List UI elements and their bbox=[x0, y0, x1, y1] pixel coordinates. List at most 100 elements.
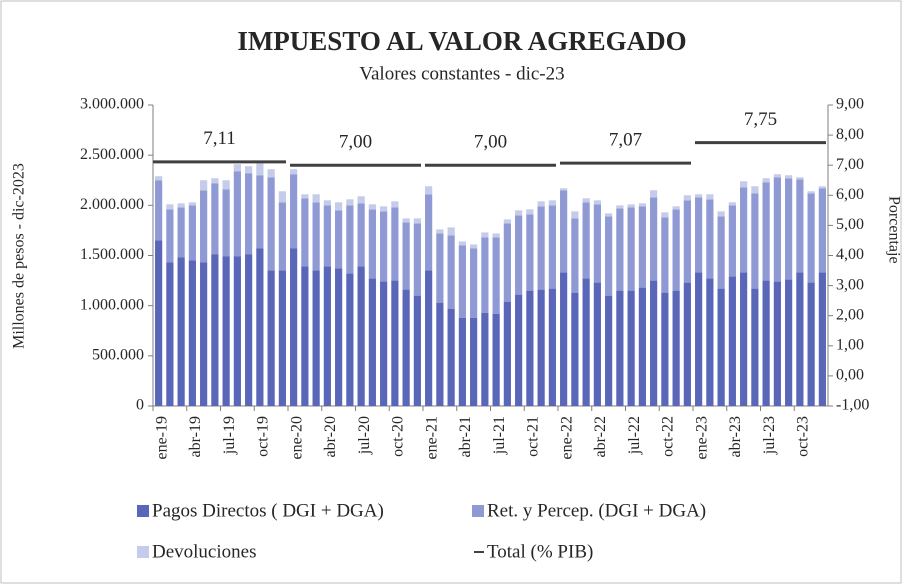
bar-segment bbox=[166, 262, 174, 406]
bar-segment bbox=[785, 279, 793, 406]
bar-segment bbox=[582, 198, 590, 203]
y2-tick-label: 7,00 bbox=[836, 156, 864, 173]
bar-segment bbox=[548, 205, 556, 289]
bar-segment bbox=[650, 197, 658, 281]
bar-segment bbox=[796, 179, 804, 273]
bar-segment bbox=[515, 210, 523, 216]
bar-segment bbox=[616, 205, 624, 209]
bar-segment bbox=[751, 193, 759, 289]
bar-segment bbox=[335, 268, 343, 406]
y2-tick-label: 9,00 bbox=[836, 96, 864, 113]
bar-segment bbox=[638, 287, 646, 406]
bar-segment bbox=[683, 195, 691, 201]
bar-segment bbox=[391, 201, 399, 208]
bar-segment bbox=[638, 206, 646, 288]
x-tick-label: abr-23 bbox=[727, 416, 744, 457]
bar-segment bbox=[818, 188, 826, 273]
bar-segment bbox=[672, 290, 680, 406]
y-tick-label: 1.000.000 bbox=[80, 296, 144, 313]
bar-segment bbox=[571, 292, 579, 406]
bar-segment bbox=[560, 190, 568, 273]
bar-segment bbox=[751, 186, 759, 194]
bar-segment bbox=[481, 312, 489, 406]
bar-segment bbox=[458, 245, 466, 318]
bar-segment bbox=[436, 233, 444, 303]
bar-segment bbox=[245, 254, 253, 406]
bar-segment bbox=[616, 208, 624, 291]
bar-segment bbox=[537, 201, 545, 207]
x-tick-label: oct-23 bbox=[795, 416, 812, 457]
bar-segment bbox=[796, 272, 804, 406]
bar-segment bbox=[256, 248, 264, 406]
bar-segment bbox=[515, 215, 523, 295]
bar-segment bbox=[661, 217, 669, 293]
y2-tick-label: 8,00 bbox=[836, 126, 864, 143]
bar-segment bbox=[661, 292, 669, 406]
bar-segment bbox=[278, 191, 286, 203]
data-label: 7,00 bbox=[339, 132, 372, 153]
bar-segment bbox=[706, 199, 714, 279]
y2-tick-label: 6,00 bbox=[836, 186, 864, 203]
legend-swatch bbox=[472, 505, 484, 517]
bar-segment bbox=[762, 182, 770, 281]
bar-segment bbox=[346, 273, 354, 406]
y-tick-label: 2.500.000 bbox=[80, 146, 144, 163]
bar-segment bbox=[245, 166, 253, 174]
bar-segment bbox=[571, 218, 579, 293]
data-label: 7,11 bbox=[203, 128, 236, 149]
bar-segment bbox=[605, 216, 613, 296]
bar-segment bbox=[773, 177, 781, 282]
y-tick-label: 2.000.000 bbox=[80, 196, 144, 213]
bar-segment bbox=[188, 260, 196, 406]
chart-subtitle: Valores constantes - dic-23 bbox=[359, 63, 564, 84]
bar-segment bbox=[650, 190, 658, 198]
bar-segment bbox=[177, 203, 185, 208]
bar-segment bbox=[425, 270, 433, 406]
bar-segment bbox=[695, 197, 703, 273]
x-tick-label: abr-21 bbox=[457, 416, 474, 457]
bar-segment bbox=[728, 205, 736, 277]
bar-segment bbox=[548, 200, 556, 206]
bar-segment bbox=[650, 280, 658, 406]
bar-segment bbox=[301, 266, 309, 406]
bar-segment bbox=[267, 270, 275, 406]
bar-segment bbox=[740, 181, 748, 188]
bar-segment bbox=[593, 200, 601, 205]
bar-segment bbox=[211, 183, 219, 255]
x-tick-label: abr-19 bbox=[187, 416, 204, 457]
bar-segment bbox=[503, 301, 511, 406]
chart-title: IMPUESTO AL VALOR AGREGADO bbox=[237, 26, 686, 56]
y-tick-label: 1.500.000 bbox=[80, 246, 144, 263]
legend-swatch bbox=[137, 546, 149, 558]
bar-segment bbox=[368, 209, 376, 279]
bar-segment bbox=[402, 222, 410, 290]
legend-label: Total (% PIB) bbox=[487, 541, 593, 562]
bar-segment bbox=[537, 206, 545, 290]
bar-segment bbox=[436, 229, 444, 234]
bar-segment bbox=[256, 175, 264, 249]
bar-segment bbox=[785, 178, 793, 280]
bar-segment bbox=[402, 218, 410, 223]
bar-segment bbox=[481, 232, 489, 238]
bar-segment bbox=[706, 278, 714, 406]
bar-segment bbox=[526, 214, 534, 291]
bar-segment bbox=[728, 276, 736, 406]
bar-segment bbox=[380, 211, 388, 282]
bar-segment bbox=[447, 235, 455, 309]
bar-segment bbox=[773, 281, 781, 406]
bar-segment bbox=[166, 204, 174, 210]
y2-tick-label: 4,00 bbox=[836, 246, 864, 263]
bar-segment bbox=[188, 202, 196, 206]
bar-segment bbox=[436, 302, 444, 406]
bar-segment bbox=[267, 169, 275, 178]
bar-segment bbox=[616, 290, 624, 406]
bar-segment bbox=[503, 219, 511, 224]
bar-segment bbox=[413, 295, 421, 406]
bar-segment bbox=[683, 282, 691, 406]
bar-segment bbox=[222, 180, 230, 190]
bar-segment bbox=[357, 203, 365, 267]
x-tick-label: oct-22 bbox=[660, 416, 677, 457]
y-axis-label: Millones de pesos - dic-2023 bbox=[11, 163, 28, 349]
bar-segment bbox=[267, 177, 275, 271]
